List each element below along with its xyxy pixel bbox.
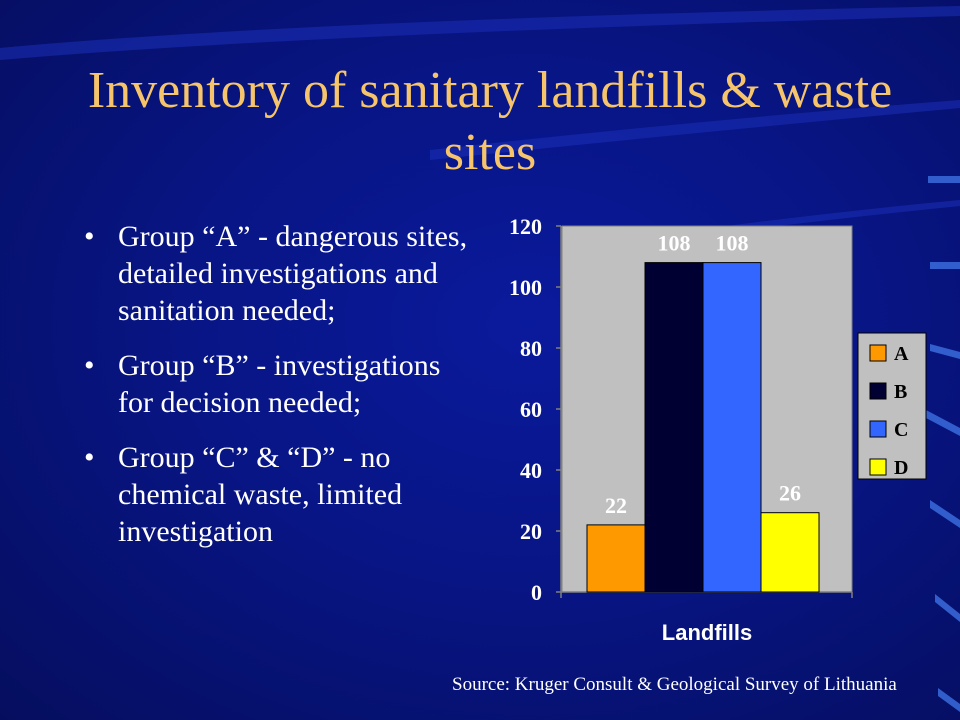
legend-label-d: D xyxy=(894,457,908,479)
legend-label-a: A xyxy=(894,343,909,365)
bar-c xyxy=(702,262,762,593)
bullet-item-group-a: Group “A” - dangerous sites, detailed in… xyxy=(78,218,478,329)
y-tick-label: 120 xyxy=(509,214,542,239)
data-label-d: 26 xyxy=(779,481,801,506)
data-label-c: 108 xyxy=(716,231,749,256)
legend-label-c: C xyxy=(894,419,908,441)
bar-b xyxy=(644,262,704,593)
source-note: Source: Kruger Consult & Geological Surv… xyxy=(452,674,897,695)
slide-title: Inventory of sanitary landfills & waste … xyxy=(87,62,893,181)
bar-d xyxy=(760,512,820,593)
data-label-a: 22 xyxy=(605,493,627,518)
bullet-list: Group “A” - dangerous sites, detailed in… xyxy=(78,218,478,568)
legend-swatch-d xyxy=(869,458,887,476)
y-tick-label: 0 xyxy=(531,580,542,605)
data-label-b: 108 xyxy=(658,231,691,256)
legend-box xyxy=(857,332,927,480)
legend-swatch-a xyxy=(869,344,887,362)
y-tick-label: 80 xyxy=(520,336,542,361)
legend-swatch-c xyxy=(869,420,887,438)
y-tick-label: 60 xyxy=(520,397,542,422)
y-tick-label: 100 xyxy=(509,275,542,300)
bullet-item-group-b: Group “B” - investigations for decision … xyxy=(78,347,478,421)
bullet-item-group-c-d: Group “C” & “D” - no chemical waste, lim… xyxy=(78,439,478,550)
y-tick-label: 20 xyxy=(520,519,542,544)
bar-a xyxy=(586,524,646,593)
legend-label-b: B xyxy=(894,381,907,403)
y-tick-label: 40 xyxy=(520,458,542,483)
x-axis-title: Landfills xyxy=(662,620,752,645)
legend-swatch-b xyxy=(869,382,887,400)
